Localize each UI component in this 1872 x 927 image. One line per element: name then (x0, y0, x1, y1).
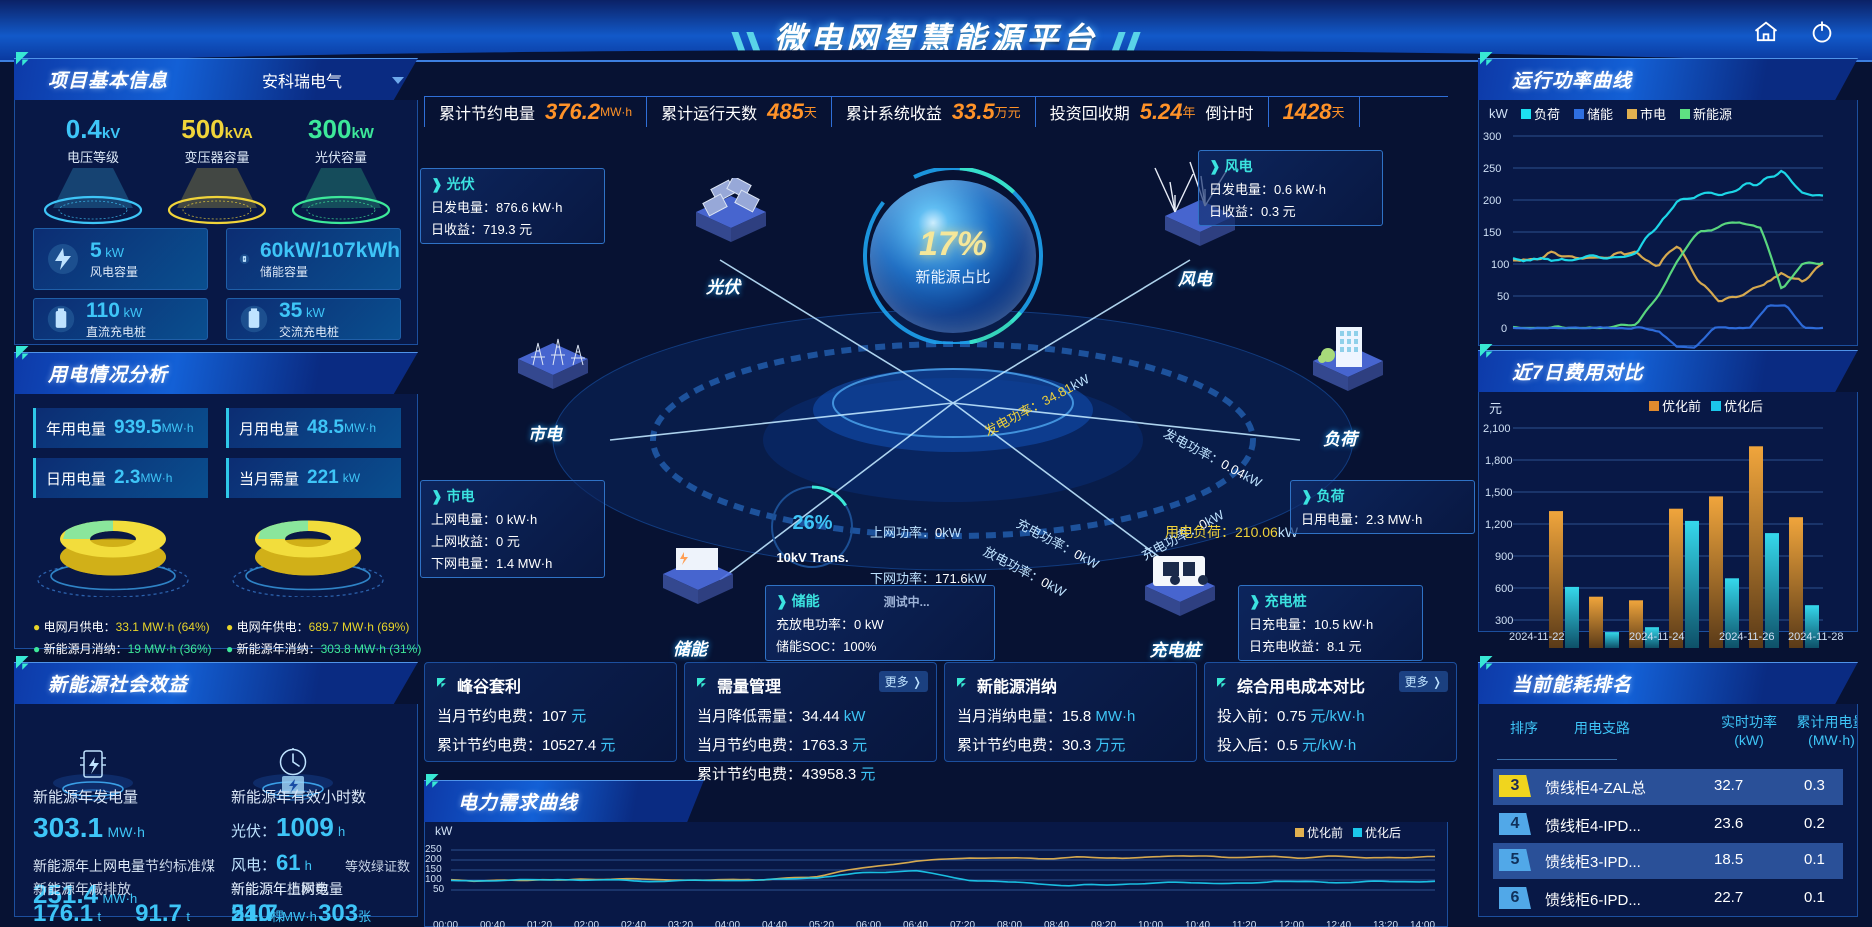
svg-text:300: 300 (1495, 615, 1513, 627)
svg-text:10:00: 10:00 (1138, 920, 1163, 927)
svg-text:14:00: 14:00 (1410, 920, 1435, 927)
svg-text:03:20: 03:20 (668, 920, 693, 927)
svg-text:12:40: 12:40 (1326, 920, 1351, 927)
svg-text:200: 200 (1483, 195, 1501, 207)
svg-text:2,100: 2,100 (1483, 423, 1511, 435)
svg-text:250: 250 (1483, 163, 1501, 175)
svg-text:50: 50 (1497, 291, 1509, 303)
svg-text:0: 0 (1501, 323, 1507, 335)
svg-text:01:20: 01:20 (527, 920, 552, 927)
svg-text:08:40: 08:40 (1044, 920, 1069, 927)
svg-text:600: 600 (1495, 583, 1513, 595)
svg-text:02:00: 02:00 (574, 920, 599, 927)
svg-text:09:20: 09:20 (1091, 920, 1116, 927)
svg-text:150: 150 (1483, 227, 1501, 239)
svg-text:300: 300 (1483, 131, 1501, 143)
svg-text:900: 900 (1495, 551, 1513, 563)
svg-text:08:00: 08:00 (997, 920, 1022, 927)
svg-text:06:00: 06:00 (856, 920, 881, 927)
svg-text:2024-11-28: 2024-11-28 (1788, 631, 1843, 643)
svg-text:06:40: 06:40 (903, 920, 928, 927)
svg-text:1,800: 1,800 (1485, 455, 1513, 467)
svg-text:04:00: 04:00 (715, 920, 740, 927)
svg-text:2024-11-26: 2024-11-26 (1719, 631, 1774, 643)
svg-text:00:40: 00:40 (480, 920, 505, 927)
svg-text:00:00: 00:00 (433, 920, 458, 927)
svg-text:13:20: 13:20 (1373, 920, 1398, 927)
svg-text:05:20: 05:20 (809, 920, 834, 927)
svg-text:10:40: 10:40 (1185, 920, 1210, 927)
svg-text:07:20: 07:20 (950, 920, 975, 927)
svg-text:2024-11-24: 2024-11-24 (1629, 631, 1684, 643)
svg-text:1,500: 1,500 (1485, 487, 1513, 499)
svg-text:2024-11-22: 2024-11-22 (1509, 631, 1564, 643)
svg-text:100: 100 (1491, 259, 1509, 271)
svg-text:04:40: 04:40 (762, 920, 787, 927)
svg-text:50: 50 (433, 884, 445, 895)
svg-text:02:40: 02:40 (621, 920, 646, 927)
svg-text:11:20: 11:20 (1232, 920, 1257, 927)
svg-text:12:00: 12:00 (1279, 920, 1304, 927)
svg-text:1,200: 1,200 (1485, 519, 1513, 531)
